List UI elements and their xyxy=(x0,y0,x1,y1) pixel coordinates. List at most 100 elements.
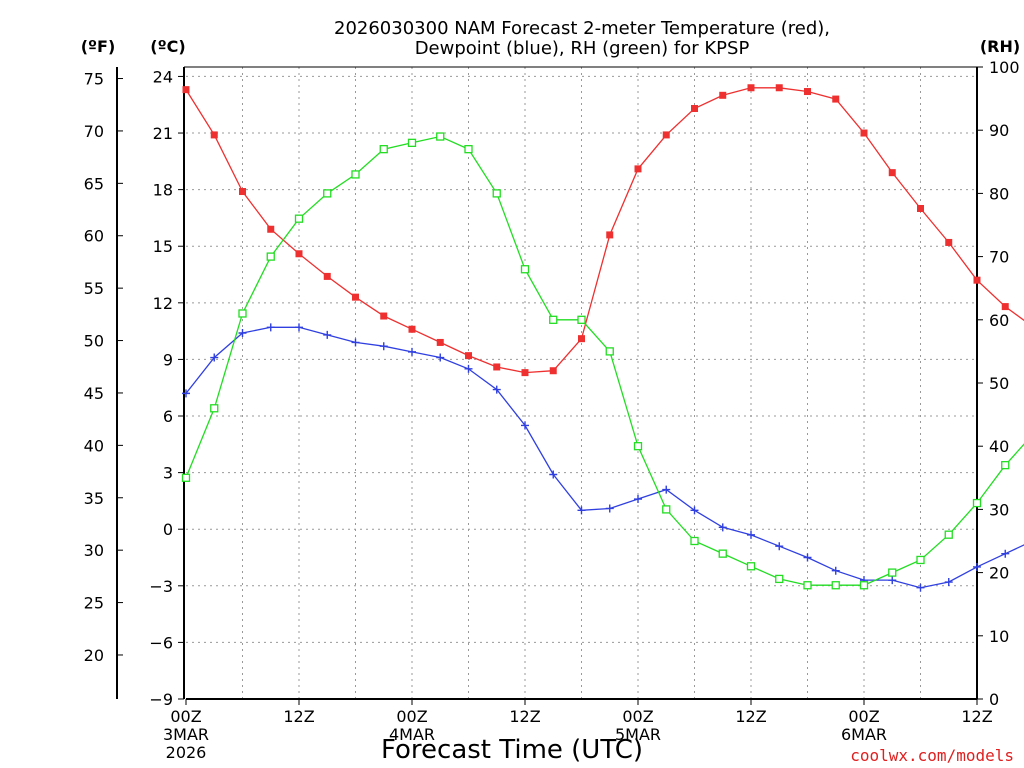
rh-tick-label: 100 xyxy=(989,58,1020,77)
dewpoint-point xyxy=(323,330,332,339)
dewpoint-line xyxy=(185,326,1024,589)
dewpoint-point xyxy=(605,504,614,513)
rh-point xyxy=(577,315,586,324)
x-tick-label-date: 4MAR xyxy=(389,725,435,744)
dewpoint-point xyxy=(662,485,671,494)
rh-unit-label: (RH) xyxy=(980,37,1020,56)
dewpoint-point xyxy=(266,323,275,332)
rh-tick-label: 70 xyxy=(989,248,1009,267)
rh-point xyxy=(803,581,812,590)
rh-point xyxy=(888,568,897,577)
dewpoint-point xyxy=(210,353,219,362)
x-tick-label-time: 12Z xyxy=(283,707,314,726)
fahrenheit-unit-label: (ºF) xyxy=(81,37,116,56)
dewpoint-point xyxy=(718,523,727,532)
celsius-tick-label: 3 xyxy=(163,464,173,483)
x-tick-label-time: 00Z xyxy=(170,707,201,726)
rh-point xyxy=(464,145,473,154)
rh-point xyxy=(775,574,784,584)
temp-point xyxy=(606,231,614,239)
dewpoint-point xyxy=(492,385,501,394)
temp-series xyxy=(182,84,1024,377)
dewpoint-point xyxy=(436,353,445,362)
temp-point xyxy=(747,84,755,92)
fahrenheit-tick-label: 50 xyxy=(84,332,104,351)
rh-point xyxy=(294,214,304,223)
rh-point xyxy=(605,347,614,356)
rh-point xyxy=(407,138,417,147)
rh-point xyxy=(266,252,275,261)
gridlines xyxy=(186,67,977,699)
rh-point xyxy=(972,498,982,508)
rh-point xyxy=(238,309,247,318)
x-tick-label-date: 3MAR xyxy=(163,725,209,744)
dewpoint-point xyxy=(379,342,388,351)
celsius-tick-label: 15 xyxy=(153,237,173,256)
rh-point xyxy=(436,132,445,141)
fahrenheit-tick-label: 55 xyxy=(84,279,104,298)
rh-tick-label: 40 xyxy=(989,437,1009,456)
dewpoint-point xyxy=(944,578,953,587)
rh-point xyxy=(549,315,558,324)
temp-point xyxy=(465,352,472,360)
temp-point xyxy=(945,238,953,246)
rh-tick-label: 20 xyxy=(989,564,1009,583)
temp-point xyxy=(1001,303,1009,311)
celsius-unit-label: (ºC) xyxy=(150,37,185,56)
dewpoint-point xyxy=(973,562,981,571)
dewpoint-point xyxy=(351,338,360,347)
celsius-tick-label: 21 xyxy=(153,124,173,143)
rh-point xyxy=(718,549,727,558)
rh-point xyxy=(662,505,671,514)
dewpoint-point xyxy=(464,364,473,373)
temp-point xyxy=(323,272,331,280)
temp-point xyxy=(973,276,981,284)
credit-label: coolwx.com/models xyxy=(850,746,1014,765)
rh-point xyxy=(379,145,388,154)
temp-point xyxy=(634,165,642,173)
rh-point xyxy=(690,536,699,546)
rh-point xyxy=(520,265,530,274)
temp-point xyxy=(578,335,585,343)
rh-tick-label: 90 xyxy=(989,121,1009,140)
dewpoint-point xyxy=(634,495,642,504)
dewpoint-series xyxy=(182,323,1024,592)
fahrenheit-tick-label: 30 xyxy=(84,541,104,560)
dewpoint-point xyxy=(408,347,416,356)
dewpoint-point xyxy=(775,542,784,551)
dewpoint-point xyxy=(888,576,897,585)
rh-series xyxy=(181,132,1024,590)
temp-point xyxy=(239,188,246,196)
tick-labels: 24211815129630−3−6−975706560555045403530… xyxy=(84,58,1020,762)
rh-tick-label: 10 xyxy=(989,627,1009,646)
dewpoint-point xyxy=(238,329,247,338)
x-tick-label-time: 12Z xyxy=(961,707,992,726)
rh-point xyxy=(1001,461,1010,470)
celsius-tick-label: 6 xyxy=(163,407,173,426)
fahrenheit-tick-label: 40 xyxy=(84,436,104,455)
rh-tick-label: 80 xyxy=(989,184,1009,203)
dewpoint-point xyxy=(916,583,925,592)
x-tick-label-time: 00Z xyxy=(396,707,427,726)
temp-point xyxy=(804,88,811,96)
fahrenheit-tick-label: 70 xyxy=(84,122,104,141)
rh-point xyxy=(492,189,501,198)
rh-point xyxy=(633,442,643,451)
fahrenheit-tick-label: 25 xyxy=(84,594,104,613)
dewpoint-point xyxy=(182,389,190,398)
rh-point xyxy=(944,530,953,539)
data-series xyxy=(181,84,1024,592)
celsius-tick-label: 12 xyxy=(153,294,173,313)
temp-point xyxy=(888,169,896,177)
rh-tick-label: 50 xyxy=(989,374,1009,393)
rh-line xyxy=(185,135,1024,586)
x-tick-label-date: 6MAR xyxy=(841,725,887,744)
rh-point xyxy=(746,562,756,571)
temp-point xyxy=(182,86,190,94)
temp-point xyxy=(719,91,727,99)
rh-point xyxy=(181,473,191,482)
temp-point xyxy=(493,363,501,371)
rh-point xyxy=(323,189,332,198)
rh-point xyxy=(210,404,219,413)
